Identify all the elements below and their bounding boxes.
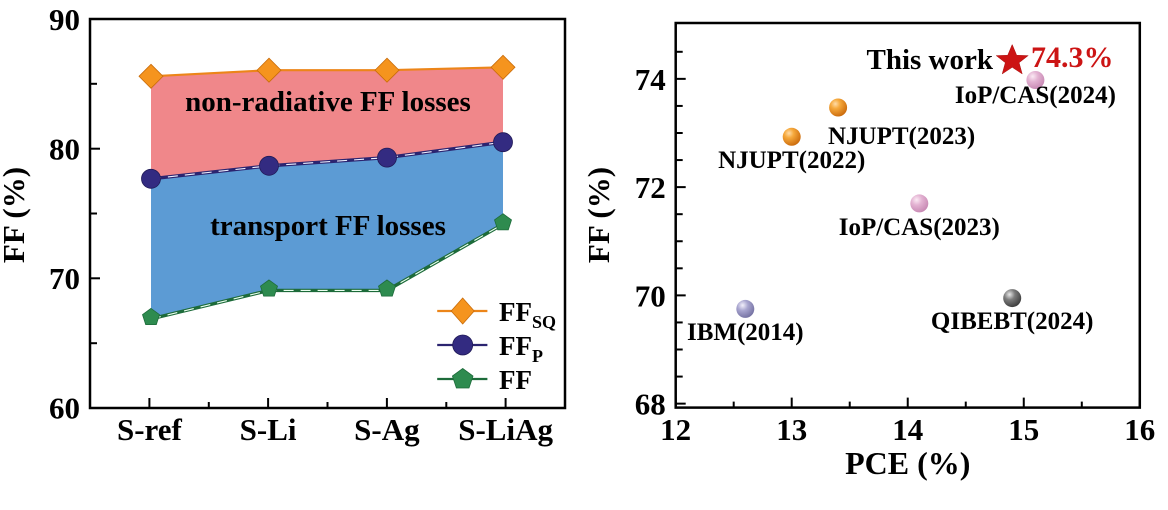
svg-text:PCE (%): PCE (%)	[845, 445, 970, 481]
svg-text:IoP/CAS(2024): IoP/CAS(2024)	[955, 82, 1116, 109]
svg-text:70: 70	[49, 261, 80, 296]
svg-text:74: 74	[635, 62, 666, 97]
svg-text:13: 13	[776, 412, 807, 447]
svg-text:70: 70	[635, 278, 666, 313]
svg-text:non-radiative FF losses: non-radiative FF losses	[185, 86, 471, 118]
svg-text:IoP/CAS(2023): IoP/CAS(2023)	[839, 214, 1000, 241]
svg-text:12: 12	[660, 412, 691, 447]
svg-text:72: 72	[635, 170, 666, 205]
svg-text:This work: This work	[866, 44, 993, 76]
svg-text:QIBEBT(2024): QIBEBT(2024)	[931, 308, 1094, 335]
svg-text:15: 15	[1008, 412, 1039, 447]
svg-text:NJUPT(2022): NJUPT(2022)	[718, 147, 865, 174]
svg-text:16: 16	[1124, 412, 1155, 447]
svg-text:FFP: FFP	[499, 331, 543, 366]
svg-text:74.3%: 74.3%	[1031, 41, 1114, 74]
svg-text:80: 80	[49, 132, 80, 167]
svg-text:S-ref: S-ref	[117, 412, 183, 447]
svg-text:FFSQ: FFSQ	[499, 297, 556, 332]
svg-text:S-LiAg: S-LiAg	[458, 412, 553, 447]
svg-text:60: 60	[49, 391, 80, 426]
svg-text:FF (%): FF (%)	[0, 167, 31, 263]
svg-text:transport FF losses: transport FF losses	[210, 210, 446, 242]
svg-text:S-Ag: S-Ag	[354, 412, 420, 447]
svg-text:FF: FF	[499, 365, 532, 395]
svg-text:NJUPT(2023): NJUPT(2023)	[828, 123, 975, 150]
svg-text:FF (%): FF (%)	[581, 167, 616, 263]
svg-text:90: 90	[49, 2, 80, 37]
svg-text:S-Li: S-Li	[240, 412, 297, 447]
svg-text:14: 14	[892, 412, 923, 447]
svg-text:IBM(2014): IBM(2014)	[687, 319, 804, 346]
